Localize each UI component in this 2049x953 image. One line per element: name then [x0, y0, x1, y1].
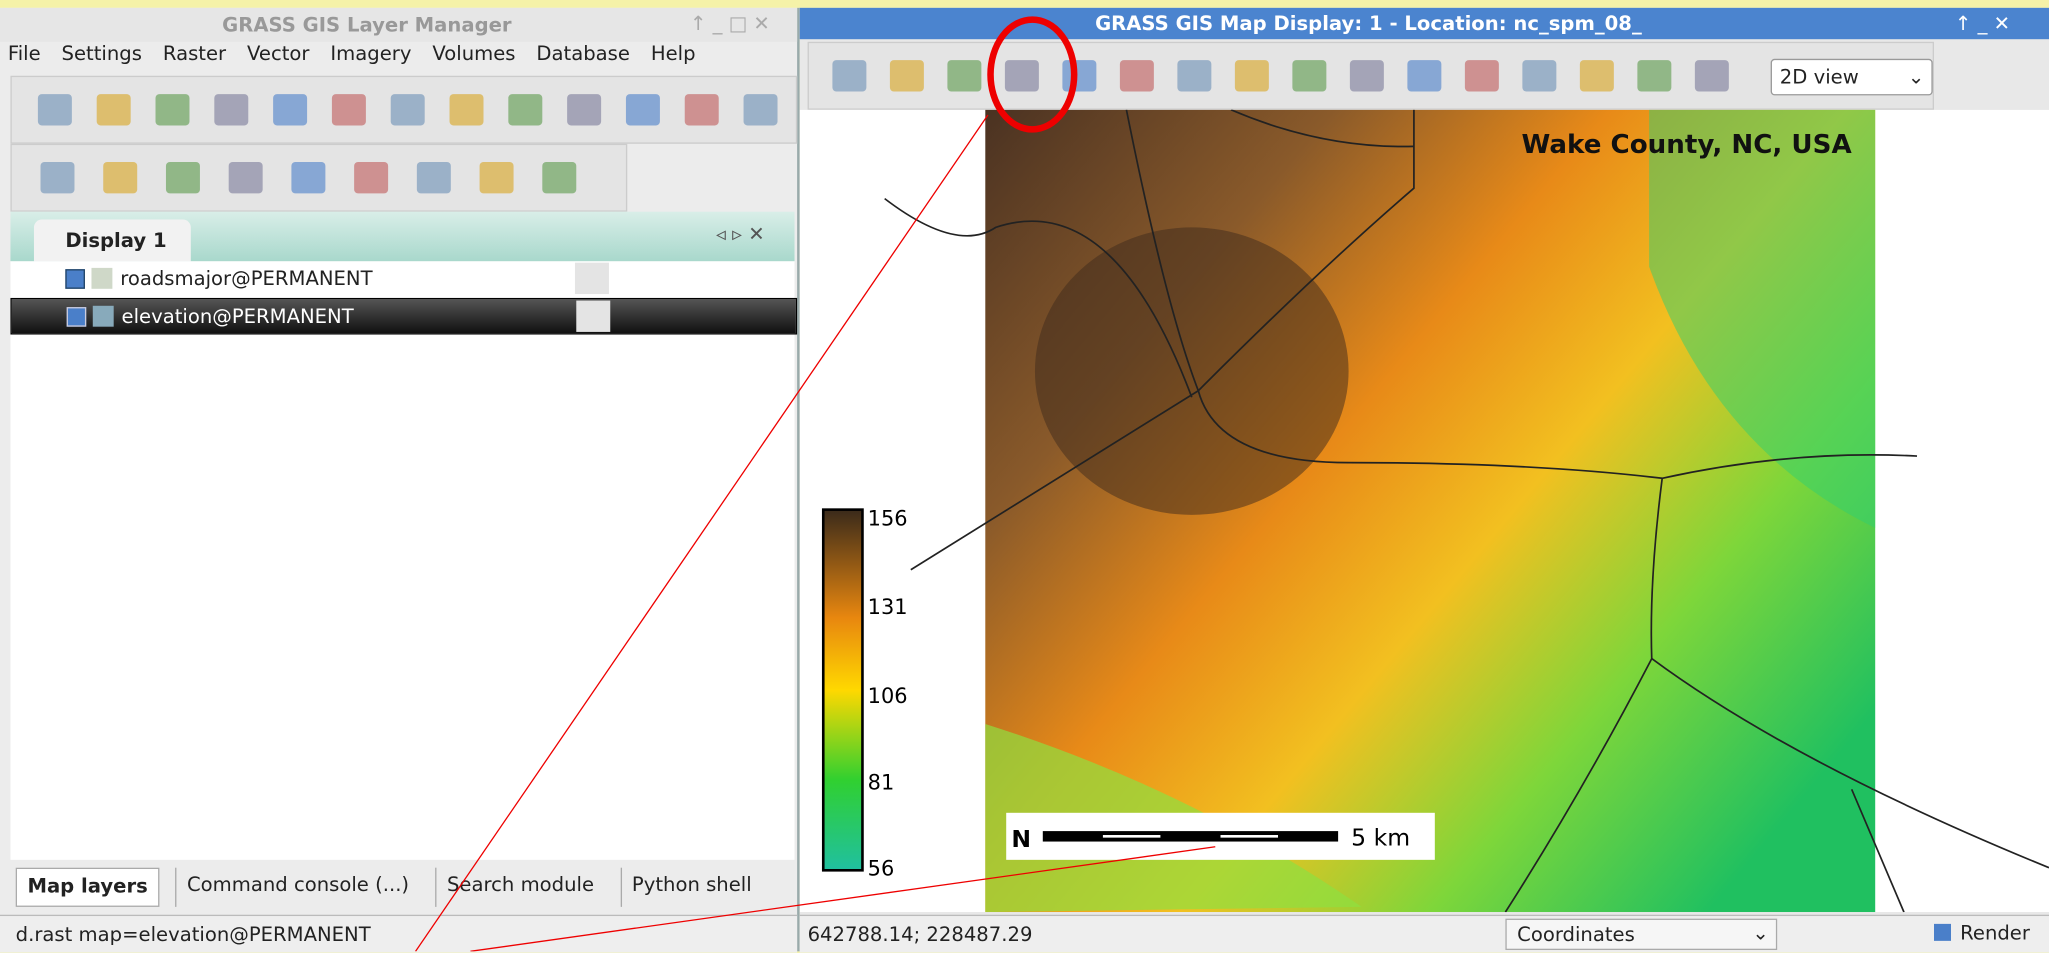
annotation	[0, 0, 2049, 951]
annotation-line	[470, 847, 1215, 952]
page: GRASS GIS Layer Manager ↑ _ □ ✕ FileSett…	[0, 0, 2049, 951]
screen: GRASS GIS Layer Manager ↑ _ □ ✕ FileSett…	[0, 0, 2049, 951]
highlight-circle	[991, 20, 1075, 130]
annotation-line	[416, 115, 988, 951]
